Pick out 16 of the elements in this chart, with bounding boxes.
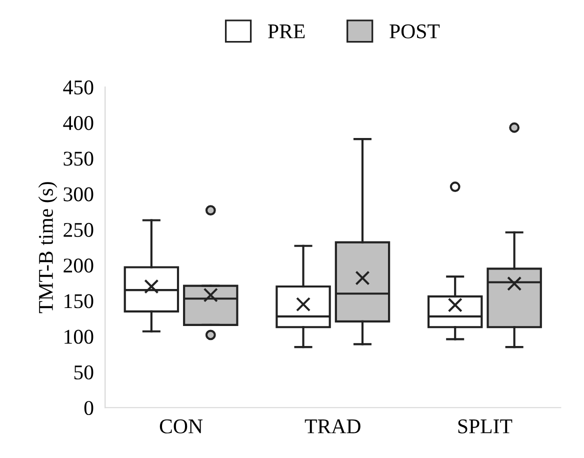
y-tick-label: 0 xyxy=(84,400,94,416)
y-tick-label: 50 xyxy=(74,365,94,380)
y-tick-label: 450 xyxy=(63,80,94,94)
y-axis-title: TMT-B time (s) xyxy=(38,182,58,314)
y-tick-label: 300 xyxy=(64,187,94,202)
x-tick-label: CON xyxy=(160,419,203,434)
legend-label: POST xyxy=(390,24,440,38)
x-tick-label: TRAD xyxy=(304,419,360,434)
y-tick-label: 350 xyxy=(64,152,94,166)
legend-label: PRE xyxy=(268,24,305,38)
y-tick-label: 100 xyxy=(64,330,94,344)
x-tick-label: SPLIT xyxy=(458,419,512,434)
y-tick-label: 250 xyxy=(64,222,94,237)
y-tick-label: 400 xyxy=(63,116,94,130)
y-tick-label: 200 xyxy=(64,258,94,273)
y-tick-label: 150 xyxy=(64,294,94,308)
